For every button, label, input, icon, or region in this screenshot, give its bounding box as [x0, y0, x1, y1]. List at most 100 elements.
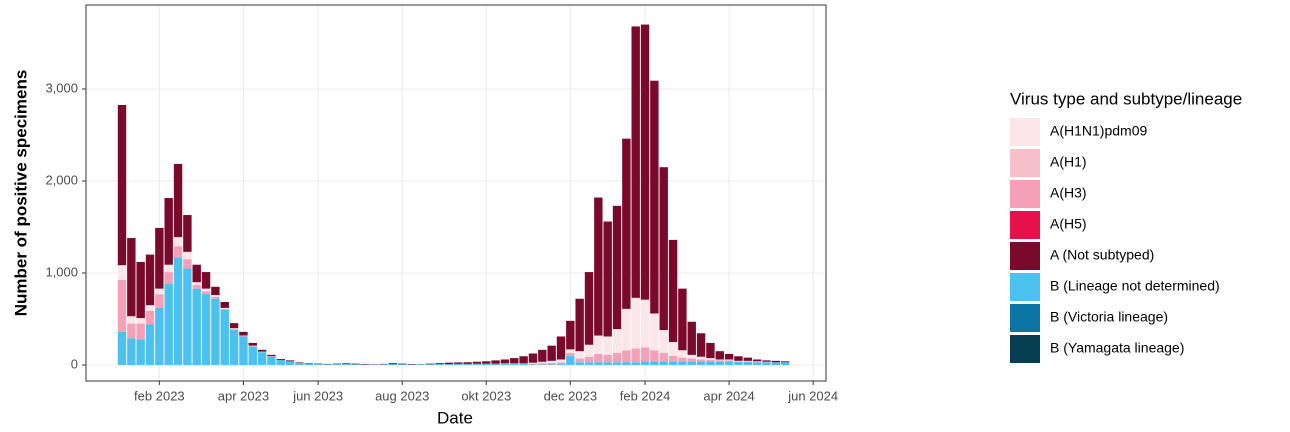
bar-segment: [267, 356, 276, 365]
x-tick-label: apr 2024: [703, 388, 754, 403]
bar-segment: [192, 282, 201, 285]
bar-segment: [640, 299, 650, 348]
bar-segment: [164, 272, 173, 285]
bar-segment: [575, 362, 584, 365]
x-tick-label: okt 2023: [461, 388, 511, 403]
x-tick-label: dec 2023: [544, 388, 598, 403]
bar-segment: [640, 361, 650, 365]
bar-segment: [743, 361, 752, 365]
bar-segment: [472, 361, 482, 364]
bar-segment: [668, 361, 678, 365]
bar-segment: [127, 316, 136, 324]
legend-label: A (Not subtyped): [1050, 247, 1154, 263]
bar-segment: [164, 264, 173, 273]
bar-segment: [715, 351, 724, 360]
bar-segment: [454, 363, 463, 365]
bar-segment: [528, 353, 538, 363]
bar-segment: [762, 360, 771, 362]
bar-segment: [173, 246, 183, 258]
legend-key: [1010, 273, 1040, 301]
bar-segment: [192, 284, 201, 289]
bar-segment: [706, 342, 715, 359]
bar-segment: [211, 286, 220, 296]
bar-segment: [211, 295, 220, 297]
legend-label: A(H1N1)pdm09: [1050, 123, 1147, 139]
bar-segment: [145, 310, 155, 325]
bar-segment: [173, 163, 183, 238]
bar-segment: [724, 361, 734, 365]
bar-segment: [332, 364, 342, 365]
bar-segment: [482, 361, 491, 364]
bar-segment: [341, 364, 351, 365]
bar-segment: [584, 344, 594, 357]
legend-label: A(H1): [1050, 154, 1087, 170]
y-tick-label: 2,000: [45, 172, 78, 187]
bar-segment: [220, 307, 229, 309]
bar-segment: [519, 363, 528, 365]
bar-segment: [668, 239, 678, 342]
bar-segment: [491, 363, 500, 365]
bar-segment: [724, 353, 734, 360]
bar-segment: [295, 362, 304, 365]
bar-segment: [631, 348, 640, 363]
bar-segment: [341, 363, 351, 365]
x-tick-label: aug 2023: [375, 388, 429, 403]
bar-segment: [211, 296, 220, 299]
legend-label: A(H3): [1050, 185, 1087, 201]
bar-segment: [220, 309, 229, 365]
bar-segment: [323, 364, 332, 365]
bar-segment: [444, 362, 454, 365]
bar-segment: [678, 288, 687, 351]
bar-segment: [612, 329, 622, 354]
bar-segment: [631, 297, 640, 349]
bar-segment: [734, 361, 743, 365]
bar-segment: [220, 301, 229, 308]
legend-key: [1010, 335, 1040, 363]
bar-segment: [276, 359, 285, 365]
y-tick-label: 0: [71, 356, 78, 371]
bar-segment: [192, 288, 201, 365]
bar-segment: [136, 323, 145, 340]
bar-segment: [603, 336, 612, 355]
bar-segment: [706, 359, 715, 362]
bar-segment: [696, 356, 706, 360]
bar-segment: [566, 320, 575, 350]
bar-segment: [248, 342, 257, 346]
panel-border: [85, 4, 827, 382]
bar-segment: [127, 238, 136, 317]
bar-segment: [612, 205, 622, 330]
bar-segment: [201, 291, 211, 295]
bar-segment: [594, 353, 603, 363]
bar-segment: [117, 279, 127, 332]
bar-segment: [435, 363, 444, 365]
bar-segment: [145, 324, 155, 365]
bar-segment: [192, 264, 201, 283]
bar-segment: [379, 364, 388, 365]
bar-segment: [762, 362, 771, 365]
bar-segment: [687, 358, 696, 362]
bar-segment: [173, 257, 183, 365]
legend-key: [1010, 242, 1040, 270]
bar-segment: [547, 360, 556, 363]
bar-segment: [472, 363, 482, 365]
bar-segment: [594, 335, 603, 354]
bar-segment: [229, 330, 239, 365]
legend-label: B (Lineage not determined): [1050, 278, 1220, 294]
bar-segment: [575, 351, 584, 359]
bar-segment: [622, 308, 631, 351]
bar-segment: [155, 307, 164, 365]
legend-key: [1010, 211, 1040, 239]
bar-segment: [687, 321, 696, 355]
bar-segment: [398, 364, 407, 365]
bar-segment: [780, 362, 790, 365]
x-axis-title: Date: [437, 408, 473, 427]
bar-segment: [500, 359, 510, 364]
bar-segment: [556, 359, 566, 363]
bar-segment: [426, 363, 435, 365]
bar-segment: [584, 272, 594, 345]
bar-segment: [117, 105, 127, 266]
bar-segment: [696, 361, 706, 365]
legend-title: Virus type and subtype/lineage: [1010, 89, 1242, 108]
bar-segment: [145, 305, 155, 311]
bar-segment: [687, 354, 696, 359]
